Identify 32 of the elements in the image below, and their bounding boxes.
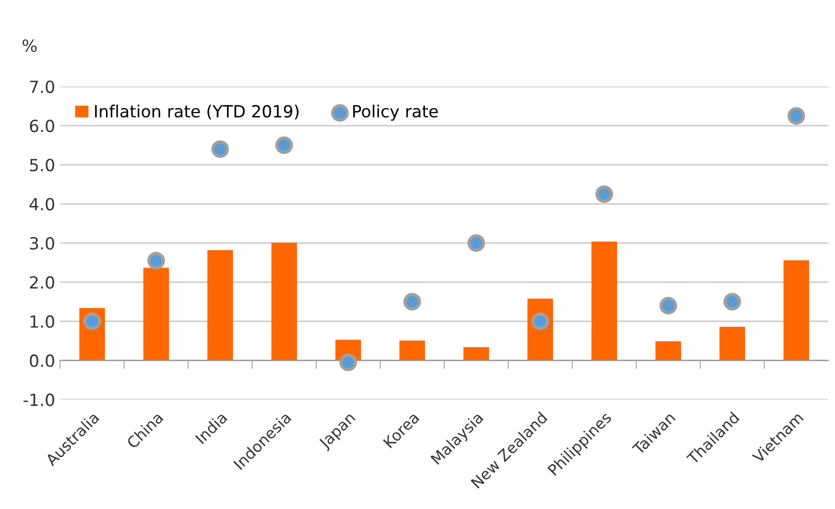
bar [719,326,746,360]
y-tick-label: 4.0 [30,198,54,210]
point [595,185,614,203]
point [467,234,486,252]
y-tick-label: 2.0 [30,276,54,289]
bar [399,340,426,360]
point [403,292,422,311]
bar [271,242,297,360]
y-tick-label: 5.0 [30,158,54,172]
bar [591,241,618,360]
legend-label: Inflation rate (YTD 2019) [95,104,298,120]
bar [784,260,810,360]
y-axis-title: % [22,39,37,52]
point [723,292,742,311]
bar [655,341,682,360]
point [147,252,165,270]
y-tick-label: 3.0 [30,237,54,250]
y-tick-label: 0.0 [30,354,54,368]
point [211,140,229,158]
y-tick-label: -1.0 [24,394,54,406]
point [659,296,678,314]
y-tick-label: 7.0 [30,80,54,94]
bar [463,347,490,360]
point [339,354,358,372]
bar [207,250,233,360]
point [788,107,806,125]
point [83,312,101,330]
y-tick-label: 1.0 [30,315,54,328]
legend-label: Policy rate [353,104,438,121]
y-tick-label: 6.0 [30,120,54,132]
bar [143,268,169,360]
point [275,136,293,154]
